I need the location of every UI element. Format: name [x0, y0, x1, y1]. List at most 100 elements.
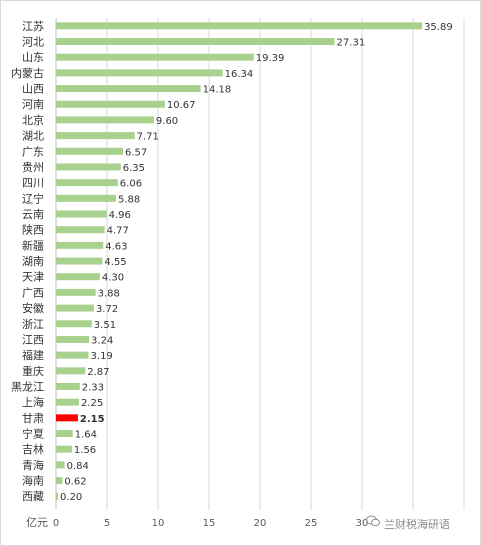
- category-label: 宁夏: [22, 427, 44, 441]
- value-label: 6.06: [120, 179, 142, 190]
- category-label: 广东: [22, 145, 44, 158]
- category-label: 黑龙江: [11, 380, 44, 393]
- category-label: 浙江: [22, 318, 44, 331]
- category-label: 内蒙古: [11, 66, 44, 80]
- bar-4: [56, 69, 223, 77]
- category-labels: 江苏河北山东内蒙古山西河南北京湖北广东贵州四川辽宁云南陕西新疆湖南天津广西安徽浙…: [11, 20, 44, 503]
- x-tick-label: 10: [152, 518, 165, 529]
- value-label: 4.96: [109, 210, 131, 221]
- bar-12: [56, 194, 116, 202]
- bar-30: [56, 477, 63, 485]
- value-label: 6.35: [123, 163, 145, 174]
- bar-22: [56, 351, 89, 359]
- value-label: 1.56: [74, 445, 96, 456]
- bar-25: [56, 398, 79, 406]
- value-label: 5.88: [118, 194, 140, 205]
- bar-31: [56, 492, 59, 500]
- category-label: 江西: [22, 333, 44, 346]
- category-label: 福建: [22, 348, 44, 362]
- bar-6: [56, 100, 165, 108]
- bar-13: [56, 210, 107, 218]
- category-label: 云南: [22, 208, 44, 221]
- watermark-text: 兰财税海研语: [384, 518, 450, 531]
- category-label: 江苏: [22, 20, 44, 33]
- category-label: 贵州: [22, 161, 44, 174]
- bar-9: [56, 147, 124, 155]
- value-label: 4.77: [107, 226, 129, 237]
- category-label: 湖北: [22, 130, 44, 143]
- x-tick-labels: 0 5 10 15 20 25 30: [53, 518, 369, 529]
- category-label: 安徽: [22, 301, 44, 315]
- x-tick-label: 30: [356, 518, 369, 529]
- x-tick-label: 0: [53, 518, 59, 529]
- chart-grid: [55, 18, 465, 510]
- bar-21: [56, 335, 90, 343]
- category-label: 青海: [22, 458, 44, 472]
- value-label: 3.19: [91, 351, 113, 362]
- bar-28: [56, 445, 72, 453]
- value-label: 4.63: [105, 241, 127, 252]
- value-label: 2.15: [80, 414, 105, 425]
- value-label: 16.34: [225, 69, 254, 80]
- category-label: 新疆: [22, 238, 44, 252]
- bar-11: [56, 179, 118, 187]
- wechat-icon: [366, 515, 380, 527]
- bar-3: [56, 53, 254, 61]
- category-label: 四川: [22, 177, 44, 190]
- value-label: 2.87: [87, 367, 109, 378]
- x-tick-label: 20: [254, 518, 267, 529]
- bar-7: [56, 116, 154, 124]
- category-label: 山西: [22, 83, 44, 96]
- x-tick-label: 25: [305, 518, 318, 529]
- value-label: 6.57: [125, 147, 147, 158]
- bar-8: [56, 132, 135, 140]
- value-label: 3.72: [96, 304, 118, 315]
- category-label: 山东: [22, 51, 44, 64]
- bar-17: [56, 273, 100, 281]
- value-label: 19.39: [256, 53, 285, 64]
- bar-23: [56, 367, 86, 375]
- category-label: 西藏: [22, 490, 44, 503]
- bar-18: [56, 288, 96, 296]
- chart-bars: [56, 22, 423, 500]
- bar-16: [56, 257, 103, 265]
- category-label: 吉林: [22, 442, 44, 456]
- value-label: 0.84: [67, 461, 89, 472]
- value-label: 0.62: [64, 477, 86, 488]
- value-label: 27.31: [337, 38, 366, 49]
- bar-14: [56, 226, 105, 234]
- value-label: 2.33: [82, 382, 104, 393]
- category-label: 陕西: [22, 223, 44, 237]
- category-label: 甘肃: [22, 412, 44, 425]
- category-label: 重庆: [22, 364, 44, 378]
- bar-27: [56, 430, 73, 438]
- value-label: 4.55: [104, 257, 126, 268]
- value-label: 7.71: [137, 132, 159, 143]
- bar-20: [56, 320, 92, 328]
- value-label: 10.67: [167, 100, 196, 111]
- value-label: 0.20: [60, 492, 82, 503]
- category-label: 湖南: [22, 255, 44, 268]
- value-label: 1.64: [75, 430, 97, 441]
- x-unit-label: 亿元: [26, 516, 48, 529]
- value-label: 3.24: [91, 335, 113, 346]
- x-tick-label: 5: [104, 518, 110, 529]
- bar-2: [56, 38, 335, 46]
- category-label: 河北: [22, 36, 44, 49]
- bar-26: [56, 414, 78, 422]
- bar-24: [56, 382, 80, 390]
- category-label: 河南: [22, 98, 44, 111]
- value-label: 2.25: [81, 398, 103, 409]
- category-label: 上海: [22, 395, 44, 409]
- value-label: 4.30: [102, 273, 124, 284]
- bar-15: [56, 241, 104, 249]
- bar-19: [56, 304, 94, 312]
- value-label: 35.89: [424, 22, 453, 33]
- bar-29: [56, 461, 65, 469]
- value-label: 3.51: [94, 320, 116, 331]
- category-label: 海南: [22, 474, 44, 488]
- category-label: 辽宁: [22, 191, 44, 205]
- bar-10: [56, 163, 121, 171]
